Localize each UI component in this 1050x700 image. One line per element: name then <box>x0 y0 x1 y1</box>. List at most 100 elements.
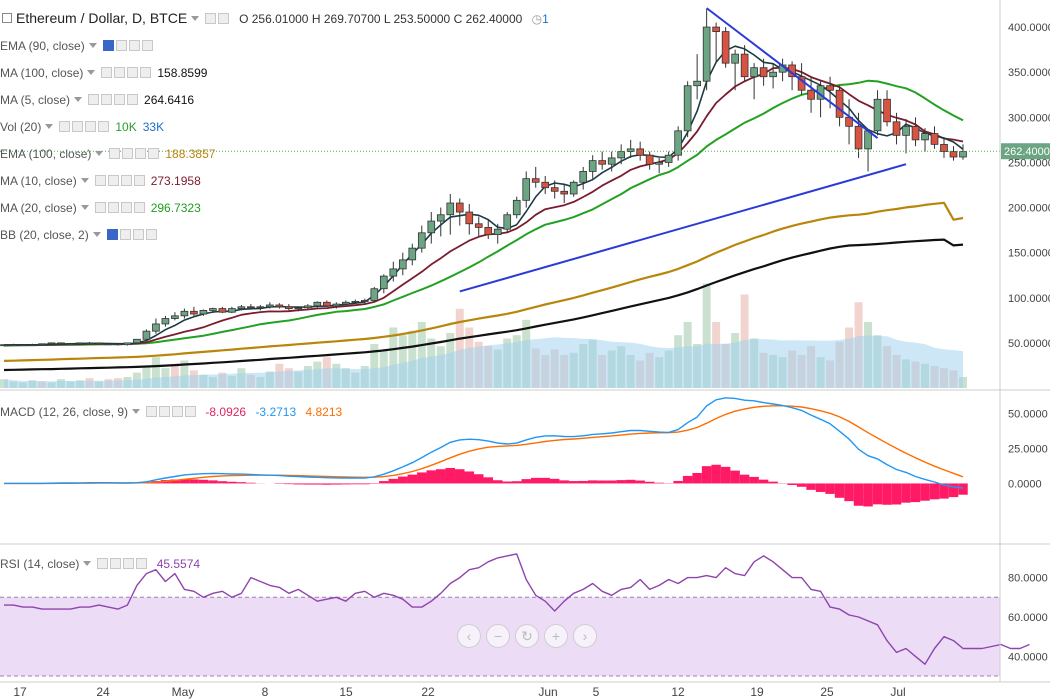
eye-icon[interactable] <box>94 202 106 213</box>
zoom-in-button[interactable]: + <box>544 624 568 648</box>
macd-hist-bar <box>872 483 883 505</box>
scroll-left-button[interactable]: ‹ <box>457 624 481 648</box>
settings-icon[interactable] <box>205 13 217 24</box>
y-tick-label: 200.00000 <box>1008 203 1050 215</box>
macd-hist-bar <box>208 480 218 484</box>
candle-body <box>190 310 198 315</box>
macd-hist-bar <box>711 464 721 484</box>
macd-hist-bar <box>341 483 351 485</box>
chevron-down-icon[interactable] <box>80 205 89 210</box>
collapse-icon[interactable] <box>2 13 12 23</box>
settings-icon[interactable] <box>115 40 127 51</box>
volume-bar <box>417 322 426 388</box>
close-icon[interactable] <box>98 121 110 132</box>
close-icon[interactable] <box>145 229 157 240</box>
settings-icon[interactable] <box>107 175 119 186</box>
chevron-down-icon[interactable] <box>92 232 101 237</box>
candle-body <box>598 160 607 165</box>
candle-body <box>436 214 445 222</box>
close-icon[interactable] <box>185 406 197 417</box>
settings-icon[interactable] <box>110 558 122 569</box>
macd-value: -3.2713 <box>255 405 297 419</box>
macd-legend-name: MACD (12, 26, close, 9) <box>0 405 129 419</box>
close-icon[interactable] <box>127 94 139 105</box>
candle-body <box>247 306 255 309</box>
chevron-down-icon[interactable] <box>132 409 141 414</box>
chevron-down-icon[interactable] <box>95 151 104 156</box>
plus-icon[interactable] <box>120 175 132 186</box>
trendline <box>459 163 907 293</box>
eye-icon[interactable] <box>101 67 113 78</box>
reset-button[interactable]: ↻ <box>515 624 539 648</box>
ma10-line <box>3 66 964 346</box>
plus-icon[interactable] <box>120 202 132 213</box>
open-value: 256.01000 <box>251 12 309 26</box>
candle-body <box>218 308 227 313</box>
eye-icon[interactable] <box>59 121 71 132</box>
eye-icon[interactable] <box>146 406 158 417</box>
y-tick-label: 80.0000 <box>1008 573 1048 585</box>
plus-icon[interactable] <box>85 121 97 132</box>
legend-item: MA (10, close) 273.1958 <box>0 172 201 190</box>
eye-icon[interactable] <box>109 148 121 159</box>
macd-hist-bar <box>483 477 493 484</box>
close-icon[interactable] <box>148 148 160 159</box>
settings-icon[interactable] <box>101 94 113 105</box>
eye-icon[interactable] <box>88 94 100 105</box>
chevron-down-icon[interactable] <box>87 70 96 75</box>
macd-pane <box>4 397 968 507</box>
chevron-down-icon[interactable] <box>80 178 89 183</box>
close-icon[interactable] <box>133 175 145 186</box>
settings-icon[interactable] <box>107 202 119 213</box>
chevron-down-icon[interactable] <box>191 16 200 21</box>
candle-body <box>807 89 815 100</box>
plus-icon[interactable] <box>172 406 184 417</box>
legend-value: 188.3857 <box>165 147 216 161</box>
volume-bar <box>370 344 379 388</box>
zoom-out-button[interactable]: − <box>486 624 510 648</box>
plus-icon[interactable] <box>127 67 139 78</box>
settings-icon[interactable] <box>122 148 134 159</box>
settings-icon[interactable] <box>72 121 84 132</box>
scroll-right-button[interactable]: › <box>573 624 597 648</box>
settings-icon[interactable] <box>119 229 131 240</box>
chevron-down-icon[interactable] <box>45 124 54 129</box>
plus-icon[interactable] <box>132 229 144 240</box>
macd-hist-bar <box>521 479 531 484</box>
candle-body <box>398 259 407 270</box>
settings-icon[interactable] <box>114 67 126 78</box>
plus-icon[interactable] <box>123 558 135 569</box>
plus-icon[interactable] <box>114 94 126 105</box>
y-tick-label: 40.0000 <box>1008 651 1048 663</box>
high-value: 269.70700 <box>323 12 381 26</box>
chevron-down-icon[interactable] <box>88 43 97 48</box>
candle-body <box>323 301 331 307</box>
eye-icon[interactable] <box>102 40 114 51</box>
macd-hist-bar <box>730 470 740 484</box>
close-icon[interactable] <box>140 67 152 78</box>
candle-body <box>949 151 958 158</box>
close-icon[interactable] <box>141 40 153 51</box>
candle-body <box>465 211 474 225</box>
macd-hist-bar <box>530 477 541 484</box>
alarm-clock-icon[interactable]: ◷ <box>531 12 543 26</box>
close-icon[interactable] <box>133 202 145 213</box>
y-tick-label: 400.00000 <box>1008 22 1050 34</box>
chevron-down-icon[interactable] <box>83 561 92 566</box>
settings-icon[interactable] <box>159 406 171 417</box>
legend-name: Vol (20) <box>0 120 42 134</box>
chevron-down-icon[interactable] <box>74 97 83 102</box>
plus-icon[interactable] <box>135 148 147 159</box>
y-tick-label: 150.00000 <box>1008 248 1050 260</box>
close-icon[interactable] <box>136 558 148 569</box>
eye-icon[interactable] <box>94 175 106 186</box>
eye-icon[interactable] <box>97 558 109 569</box>
macd-hist-bar <box>920 483 930 501</box>
gear-icon[interactable] <box>218 13 230 24</box>
macd-hist-bar <box>882 483 892 505</box>
candle-body <box>304 305 312 309</box>
eye-icon[interactable] <box>106 229 118 240</box>
y-tick-label: 350.00000 <box>1008 67 1050 79</box>
macd-hist-bar <box>559 480 569 484</box>
plus-icon[interactable] <box>128 40 140 51</box>
